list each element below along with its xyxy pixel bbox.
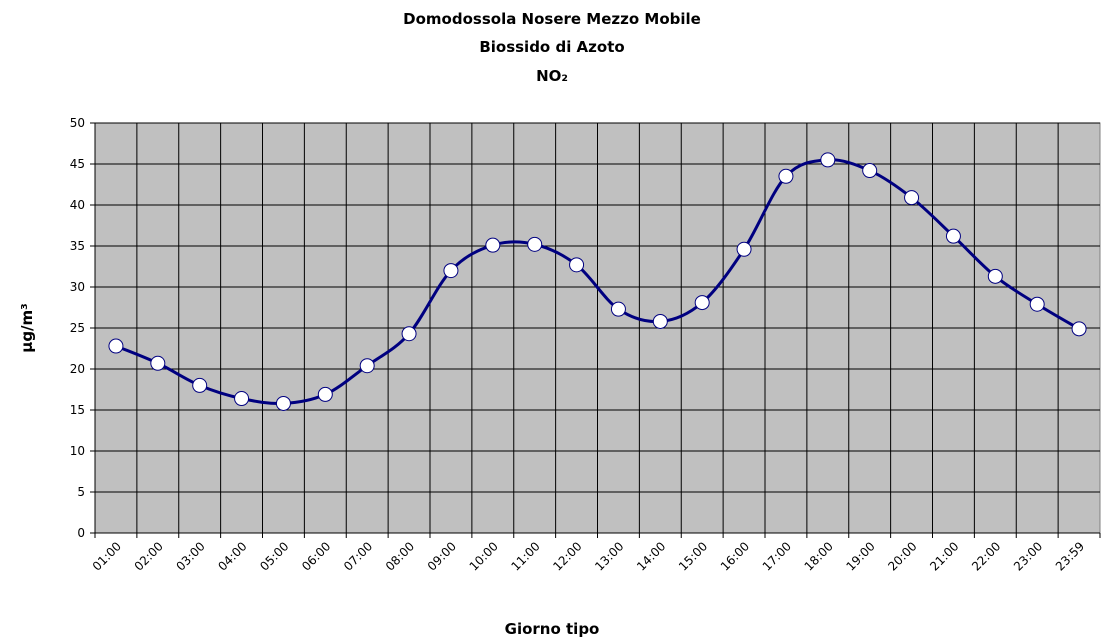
x-tick-label: 11:00 [508, 539, 542, 573]
y-tick-label: 25 [70, 321, 85, 335]
data-point [945, 228, 961, 244]
x-tick-label: 10:00 [467, 539, 501, 573]
y-tick-label: 15 [70, 403, 85, 417]
y-tick-label: 50 [70, 116, 85, 130]
data-point [1029, 296, 1045, 312]
y-tick-label: 20 [70, 362, 85, 376]
data-point [987, 268, 1003, 284]
y-tick-label: 10 [70, 444, 85, 458]
chart-subtitle: NO₂ [536, 67, 568, 85]
data-point [736, 241, 752, 257]
x-tick-label: 22:00 [969, 539, 1003, 573]
data-point [1071, 321, 1087, 337]
data-point [234, 391, 250, 407]
x-tick-label: 21:00 [927, 539, 961, 573]
y-tick-label: 40 [70, 198, 85, 212]
data-point [862, 163, 878, 179]
x-tick-label: 09:00 [425, 539, 459, 573]
x-tick-label: 14:00 [634, 539, 668, 573]
y-tick-label: 45 [70, 157, 85, 171]
x-tick-label: 23:59 [1053, 539, 1087, 573]
y-axis-title: µg/m³ [18, 303, 36, 352]
x-tick-label: 03:00 [173, 539, 207, 573]
y-tick-label: 5 [77, 485, 85, 499]
data-point [527, 236, 543, 252]
data-point [150, 355, 166, 371]
x-tick-label: 23:00 [1011, 539, 1045, 573]
x-tick-label: 04:00 [215, 539, 249, 573]
data-point [275, 395, 291, 411]
chart-title: Domodossola Nosere Mezzo Mobile [403, 10, 701, 28]
data-point [317, 386, 333, 402]
x-tick-label: 12:00 [550, 539, 584, 573]
y-tick-label: 35 [70, 239, 85, 253]
x-tick-label: 20:00 [885, 539, 919, 573]
data-point [485, 237, 501, 253]
x-tick-label: 15:00 [676, 539, 710, 573]
data-point [108, 338, 124, 354]
x-tick-label: 13:00 [592, 539, 626, 573]
x-tick-label: 17:00 [760, 539, 794, 573]
data-point [359, 358, 375, 374]
y-tick-label: 0 [77, 526, 85, 540]
x-tick-label: 01:00 [90, 539, 124, 573]
data-point [904, 190, 920, 206]
data-point [192, 377, 208, 393]
data-point [610, 301, 626, 317]
y-tick-label: 30 [70, 280, 85, 294]
x-tick-label: 06:00 [299, 539, 333, 573]
x-tick-label: 05:00 [257, 539, 291, 573]
x-tick-label: 18:00 [802, 539, 836, 573]
data-point [569, 257, 585, 273]
data-point [694, 295, 710, 311]
x-tick-label: 02:00 [132, 539, 166, 573]
data-point [443, 263, 459, 279]
chart-subtitle: Biossido di Azoto [479, 38, 624, 56]
x-tick-label: 07:00 [341, 539, 375, 573]
data-point [401, 326, 417, 342]
data-point [652, 313, 668, 329]
x-axis-title: Giorno tipo [505, 620, 600, 638]
data-point [778, 168, 794, 184]
x-tick-label: 16:00 [718, 539, 752, 573]
x-tick-label: 19:00 [843, 539, 877, 573]
data-point [820, 152, 836, 168]
x-tick-label: 08:00 [383, 539, 417, 573]
